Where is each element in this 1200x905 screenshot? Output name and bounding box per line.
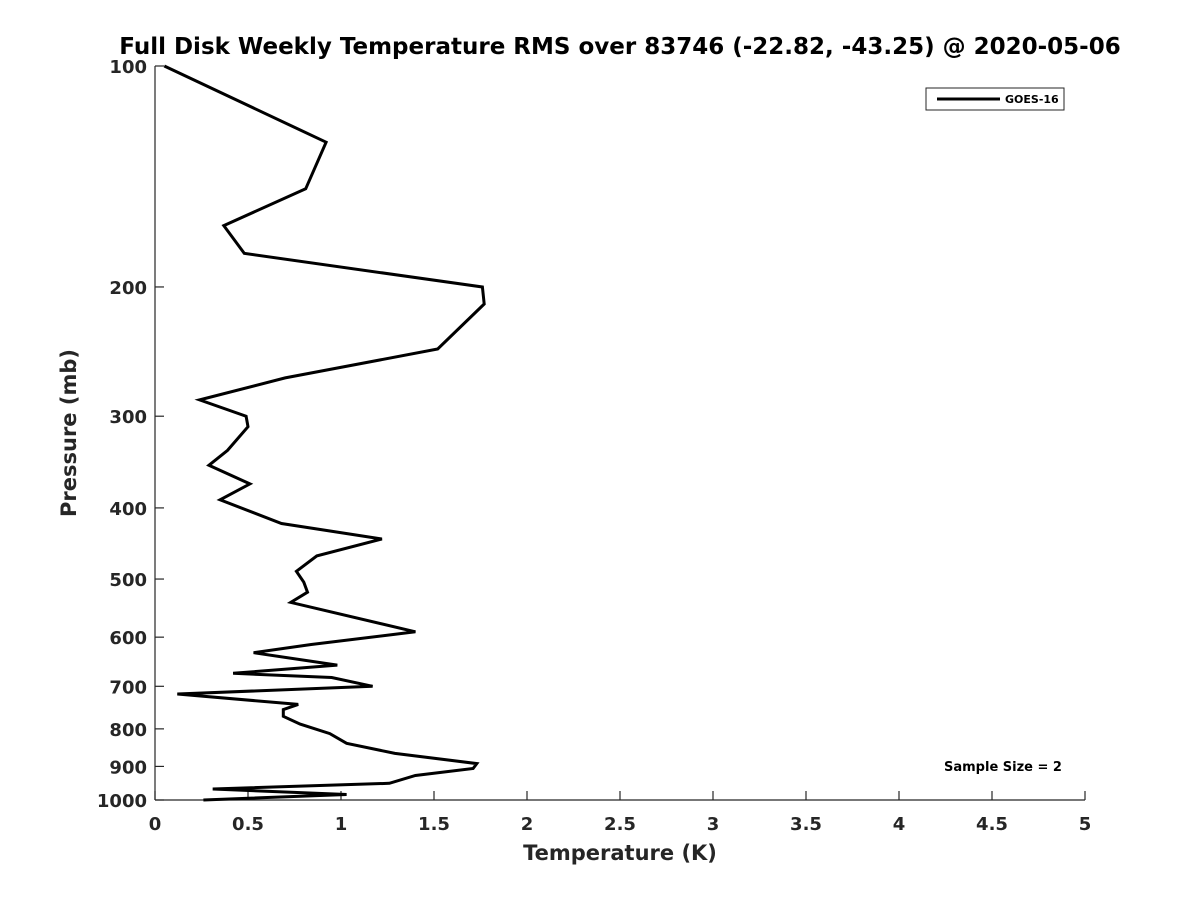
x-tick-label: 1.5 — [418, 814, 450, 835]
y-tick-label: 200 — [109, 278, 147, 299]
y-tick-label: 500 — [109, 570, 147, 591]
y-tick-label: 800 — [109, 720, 147, 741]
y-tick-label: 100 — [109, 57, 147, 78]
x-tick-label: 3 — [707, 814, 720, 835]
y-tick-label: 1000 — [97, 791, 147, 812]
y-axis-label: Pressure (mb) — [57, 349, 81, 517]
x-tick-label: 2.5 — [604, 814, 636, 835]
x-tick-label: 1 — [335, 814, 348, 835]
sample-size-annotation: Sample Size = 2 — [944, 760, 1062, 775]
y-tick-label: 700 — [109, 677, 147, 698]
y-tick-label: 900 — [109, 757, 147, 778]
x-tick-label: 4 — [893, 814, 906, 835]
legend: GOES-16 — [925, 87, 1065, 111]
y-axis-ticks: 100 200 300 400 500 600 700 800 900 1000 — [97, 57, 164, 812]
y-tick-label: 600 — [109, 628, 147, 649]
series-line-goes-16 — [163, 64, 486, 802]
x-tick-label: 5 — [1079, 814, 1092, 835]
chart-title: Full Disk Weekly Temperature RMS over 83… — [119, 34, 1121, 60]
x-tick-label: 2 — [521, 814, 534, 835]
x-axis-ticks: 0 0.5 1 1.5 2 2.5 3 3.5 4 4.5 5 — [149, 791, 1092, 835]
x-tick-label: 0 — [149, 814, 162, 835]
y-tick-label: 300 — [109, 407, 147, 428]
x-tick-label: 3.5 — [790, 814, 822, 835]
y-tick-label: 400 — [109, 499, 147, 520]
legend-label-goes-16: GOES-16 — [1005, 93, 1059, 106]
x-tick-label: 4.5 — [976, 814, 1008, 835]
x-tick-label: 0.5 — [232, 814, 264, 835]
x-axis-label: Temperature (K) — [523, 841, 717, 865]
